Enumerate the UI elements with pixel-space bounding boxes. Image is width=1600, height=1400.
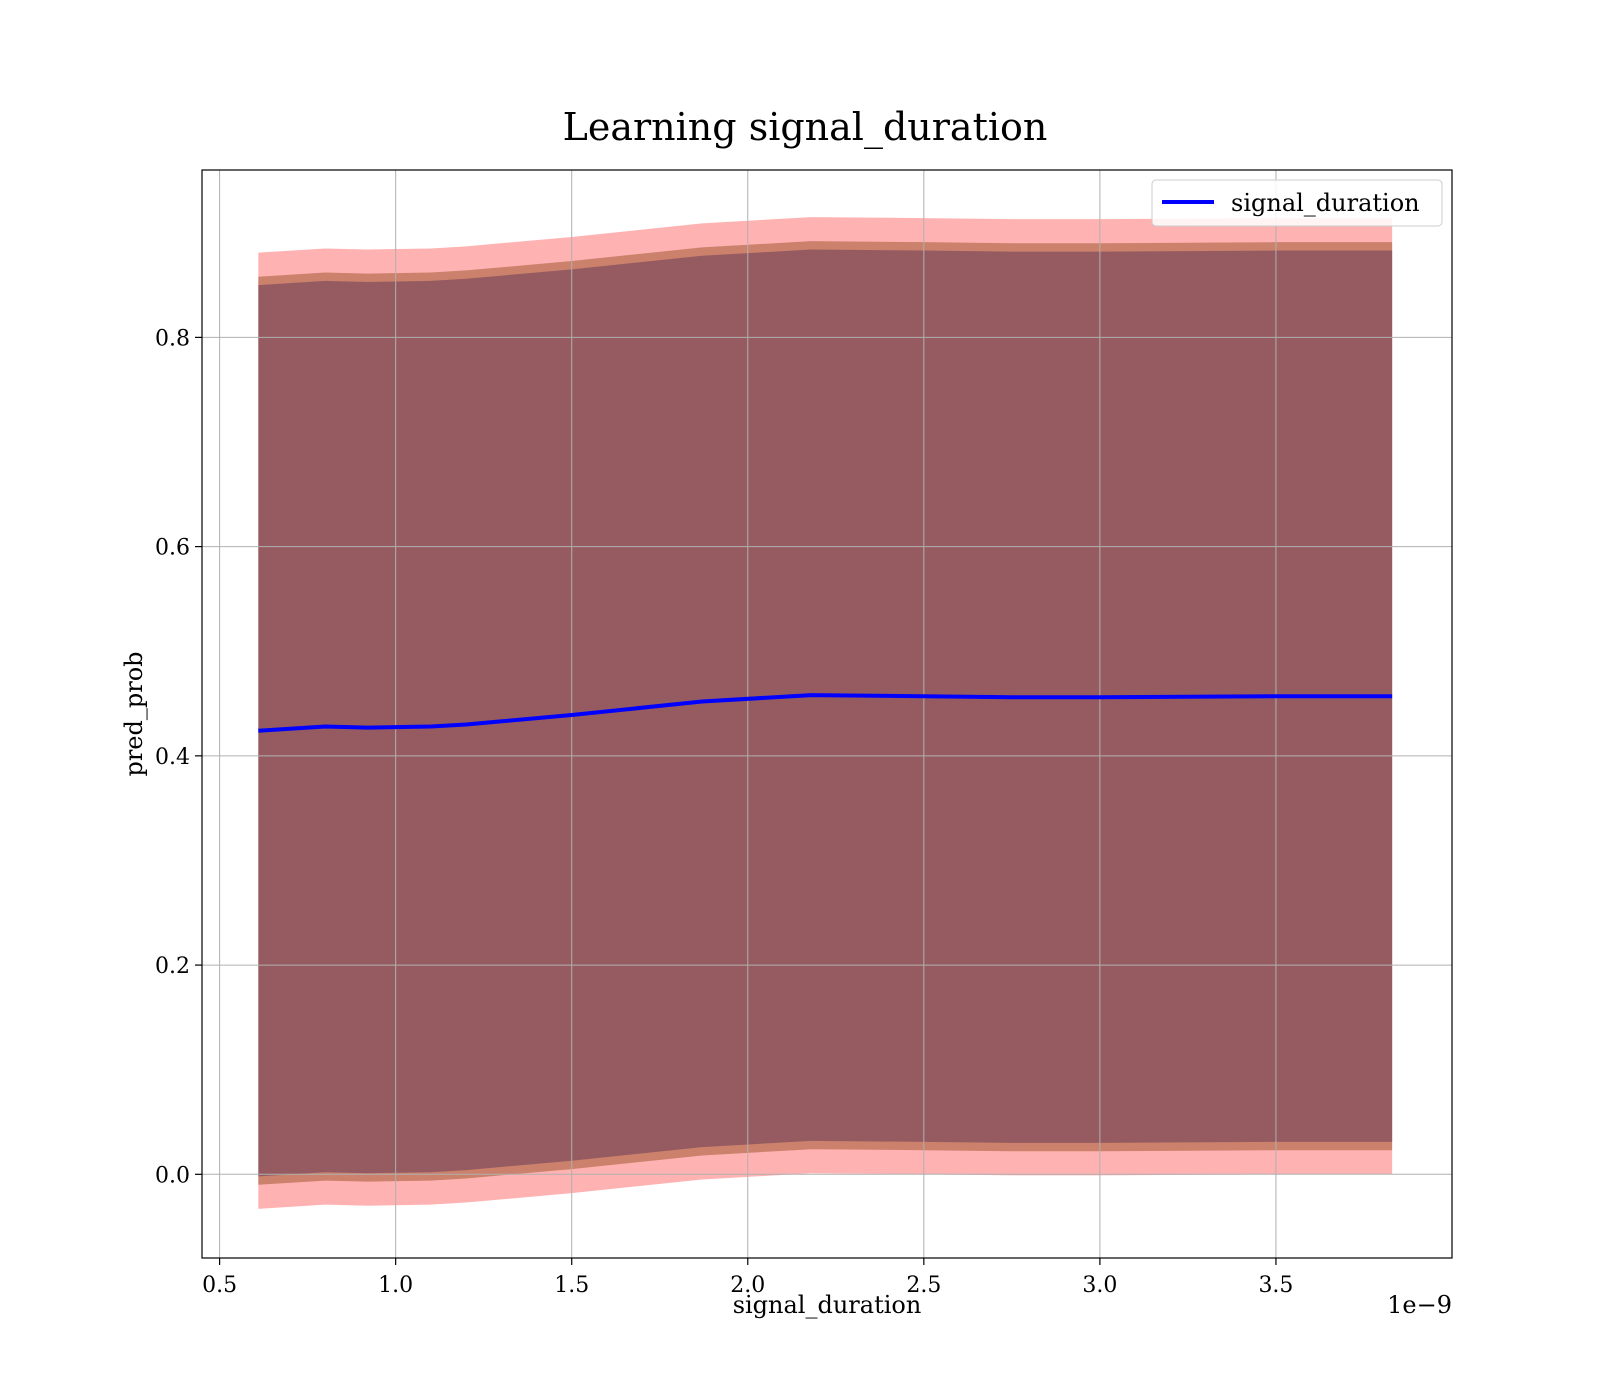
x-axis-label: signal_duration	[733, 1291, 922, 1319]
y-tick-label: 0.0	[155, 1163, 190, 1188]
legend-label-signal-duration: signal_duration	[1231, 189, 1420, 217]
y-tick-label: 0.6	[155, 536, 190, 561]
x-tick-label: 1.5	[554, 1273, 589, 1298]
y-tick-label: 0.4	[155, 745, 190, 770]
confidence-bands	[258, 217, 1393, 1209]
series-lines	[258, 693, 1393, 733]
confidence-band-3	[258, 249, 1393, 1177]
x-tick-label: 3.0	[1082, 1273, 1117, 1298]
y-tick-label: 0.8	[155, 326, 190, 351]
axis-ticks: 0.5 1.0 1.5 2.0 2.5 3.0 3.5 0.0 0.2 0.4 0.6 0.8	[155, 326, 1293, 1298]
y-axis-label: pred_prob	[120, 651, 148, 776]
x-tick-label: 0.5	[202, 1273, 237, 1298]
x-axis-offset-label: 1e−9	[1387, 1291, 1452, 1319]
y-tick-label: 0.2	[155, 954, 190, 979]
legend: signal_duration	[1151, 179, 1443, 227]
x-tick-label: 2.5	[906, 1273, 941, 1298]
x-tick-label: 2.0	[730, 1273, 765, 1298]
grid-lines	[202, 170, 1452, 1258]
legend-box	[1151, 179, 1443, 227]
x-tick-label: 3.5	[1258, 1273, 1293, 1298]
series-line-1	[258, 693, 1393, 733]
plot-area-frame	[201, 169, 1453, 1259]
x-tick-label: 1.0	[378, 1273, 413, 1298]
chart-title: Learning signal_duration	[563, 105, 1048, 150]
